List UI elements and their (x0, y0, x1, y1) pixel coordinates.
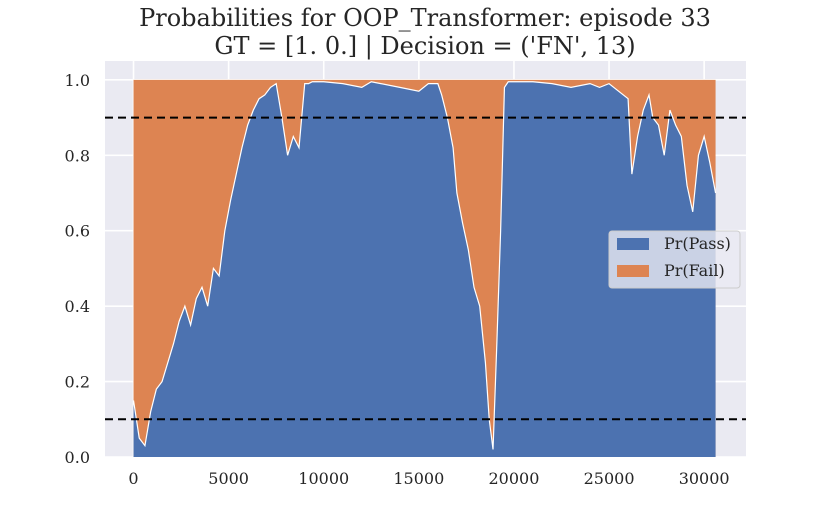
threshold-layer (105, 116, 746, 421)
x-tick-label: 5000 (208, 469, 249, 488)
chart-title-line-1: Probabilities for OOP_Transformer: episo… (139, 4, 711, 32)
y-tick-label: 0.0 (65, 448, 90, 467)
x-tick-label: 25000 (584, 469, 635, 488)
chart-title-line-2: GT = [1. 0.] | Decision = ('FN', 13) (214, 32, 635, 61)
x-tick-label: 15000 (393, 469, 444, 488)
y-tick-label: 1.0 (65, 71, 90, 90)
tick-layer: 0 5000 10000 15000 20000 25000 30000 0.0 0.2 0.4 0… (65, 71, 730, 488)
legend-label-fail: Pr(Fail) (664, 261, 725, 280)
legend-label-pass: Pr(Pass) (664, 234, 731, 253)
x-tick-label: 20000 (488, 469, 539, 488)
x-tick-label: 10000 (298, 469, 349, 488)
y-tick-label: 0.6 (65, 222, 90, 241)
chart-legend: Pr(Pass) Pr(Fail) (608, 230, 741, 289)
x-tick-label: 0 (128, 469, 138, 488)
pass-area (133, 81, 716, 457)
y-tick-label: 0.2 (65, 373, 90, 392)
y-tick-label: 0.4 (65, 297, 90, 316)
x-tick-label: 30000 (679, 469, 730, 488)
y-tick-label: 0.8 (65, 146, 90, 165)
boundary-line (132, 81, 717, 450)
legend-swatch-fail (617, 265, 649, 277)
area-layer (132, 79, 717, 457)
legend-swatch-pass (617, 238, 649, 250)
